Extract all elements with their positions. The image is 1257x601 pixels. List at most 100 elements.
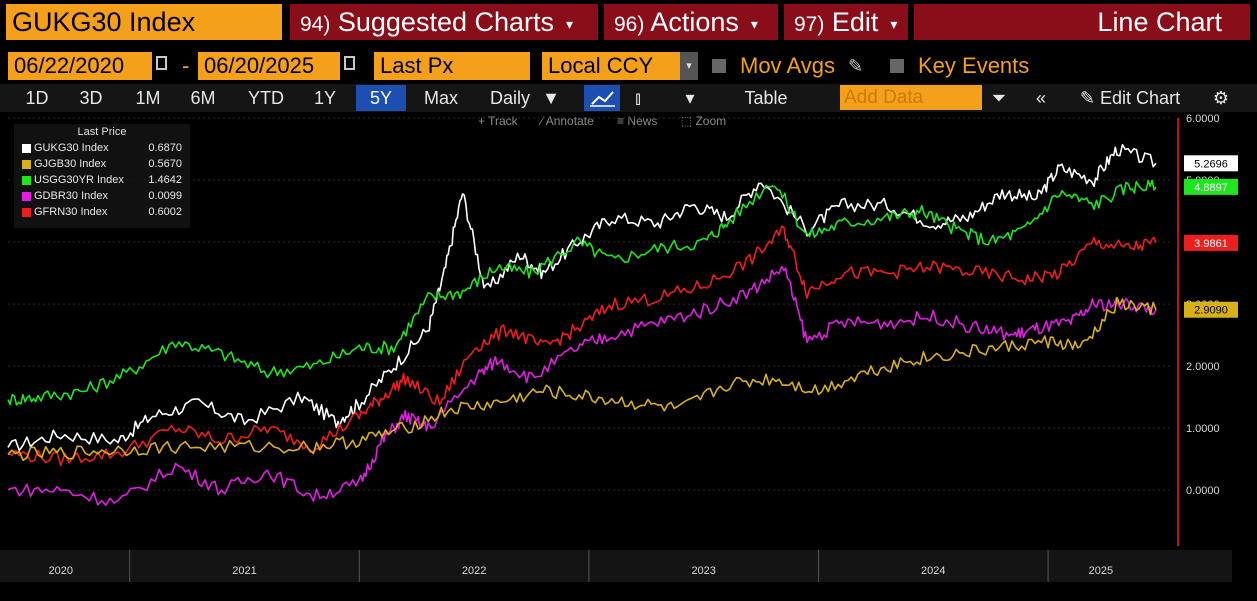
ticker-field[interactable]: GUKG30 Index bbox=[6, 4, 282, 40]
menu-label: Actions bbox=[650, 7, 739, 37]
series-line bbox=[7, 179, 1157, 406]
options-bar: 06/22/2020 - 06/20/2025 Last Px Local CC… bbox=[0, 50, 1257, 82]
legend-name: USGG30YR Index bbox=[34, 174, 124, 186]
legend-swatch bbox=[22, 176, 31, 185]
last-value-label: 5.2696 bbox=[1194, 158, 1228, 170]
period-1y[interactable]: 1Y bbox=[313, 88, 337, 108]
legend-item: GFRN30 Index 0.6002 bbox=[14, 204, 190, 220]
chevron-down-icon[interactable]: ▾ bbox=[680, 52, 698, 80]
last-value-box bbox=[1184, 155, 1238, 172]
line-chart-icon[interactable] bbox=[584, 85, 620, 111]
key-events-label: Key Events bbox=[918, 53, 1030, 78]
period-1m[interactable]: 1M bbox=[135, 88, 161, 108]
start-date-field[interactable]: 06/22/2020 bbox=[8, 52, 152, 80]
suggested-charts-menu[interactable]: 94) Suggested Charts ▾ bbox=[290, 4, 598, 40]
menu-number: 96) bbox=[614, 13, 645, 36]
add-data-input[interactable]: Add Data bbox=[840, 85, 982, 110]
filter-icon[interactable]: ⏷ bbox=[991, 88, 1007, 108]
collapse-icon[interactable]: « bbox=[1035, 88, 1046, 108]
menu-number: 94) bbox=[300, 13, 331, 36]
x-tick-label: 2025 bbox=[1089, 565, 1113, 577]
calendar-icon[interactable] bbox=[344, 56, 355, 70]
legend-name: GDBR30 Index bbox=[34, 190, 108, 202]
x-tick-label: 2022 bbox=[462, 565, 486, 577]
menu-number: 97) bbox=[794, 13, 825, 36]
y-tick-label: 1.0000 bbox=[1186, 423, 1220, 435]
edit-menu[interactable]: 97) Edit ▾ bbox=[784, 4, 908, 40]
last-value-label: 3.9861 bbox=[1194, 238, 1228, 250]
legend-title: Last Price bbox=[77, 126, 127, 138]
track-tool[interactable]: + Track bbox=[478, 114, 518, 128]
date-separator: - bbox=[182, 53, 190, 78]
news-tool[interactable]: ≡ News bbox=[617, 114, 658, 128]
period-6m[interactable]: 6M bbox=[190, 88, 216, 108]
legend-swatch bbox=[22, 208, 31, 217]
legend-name: GJGB30 Index bbox=[34, 158, 107, 170]
x-axis: 2020 2021 2022 2023 2024 2025 bbox=[0, 550, 1232, 582]
period-5y[interactable]: 5Y bbox=[356, 85, 406, 111]
mov-avgs-checkbox[interactable] bbox=[712, 59, 726, 73]
gear-icon[interactable]: ⚙ bbox=[1212, 88, 1230, 108]
legend: Last Price GUKG30 Index 0.6870 GJGB30 Ind… bbox=[14, 124, 190, 228]
period-max[interactable]: Max bbox=[423, 88, 458, 108]
period-1d[interactable]: 1D bbox=[25, 88, 49, 108]
legend-item: USGG30YR Index 1.4642 bbox=[14, 172, 190, 188]
pencil-icon: ✎ bbox=[1079, 88, 1096, 108]
header-bar: GUKG30 Index 94) Suggested Charts ▾ 96) A… bbox=[0, 0, 1257, 44]
table-button[interactable]: Table bbox=[744, 88, 788, 108]
end-date-field[interactable]: 06/20/2025 bbox=[198, 52, 340, 80]
period-ytd[interactable]: YTD bbox=[248, 88, 284, 108]
series-line bbox=[7, 143, 1157, 452]
toolbar: 1D 3D 1M 6M YTD 1Y 5Y Max Daily ▼ ⫾ ▾ Ta… bbox=[0, 84, 1257, 112]
x-tick-label: 2021 bbox=[232, 565, 256, 577]
field-selector[interactable]: Last Px bbox=[374, 52, 530, 80]
y-tick-label: 2.0000 bbox=[1186, 361, 1220, 373]
x-tick-label: 2023 bbox=[691, 565, 715, 577]
legend-value: 0.6002 bbox=[148, 206, 182, 218]
series-line bbox=[7, 265, 1157, 507]
y-tick-label: 0.0000 bbox=[1186, 485, 1220, 497]
line-chart-icon-glyph bbox=[590, 91, 615, 107]
bar-chart-icon[interactable]: ⫾ bbox=[635, 88, 641, 108]
y-tick-label: 6.0000 bbox=[1186, 113, 1220, 125]
pencil-icon[interactable]: ✎ bbox=[848, 56, 864, 76]
legend-swatch bbox=[22, 192, 31, 201]
last-value-label: 2.9090 bbox=[1194, 305, 1228, 317]
mov-avgs-label: Mov Avgs bbox=[740, 53, 835, 78]
legend-swatch bbox=[22, 144, 31, 153]
y-axis: 6.00005.00004.00003.00002.00001.00000.00… bbox=[1177, 113, 1220, 546]
last-value-labels: 5.2696 4.8897 3.9861 2.9090 bbox=[1184, 155, 1238, 318]
series-line bbox=[7, 225, 1157, 467]
calendar-icon[interactable] bbox=[156, 56, 167, 70]
menu-label: Edit bbox=[831, 7, 879, 37]
currency-selector[interactable]: Local CCY bbox=[542, 52, 680, 80]
chevron-down-icon[interactable]: ▼ bbox=[542, 88, 560, 108]
edit-chart-label: Edit Chart bbox=[1100, 88, 1181, 108]
series-line bbox=[7, 296, 1157, 462]
series-lines bbox=[7, 143, 1157, 507]
last-value-box bbox=[1184, 301, 1238, 318]
edit-chart-button[interactable]: ✎ Edit Chart bbox=[1062, 85, 1198, 111]
legend-value: 0.0099 bbox=[148, 190, 182, 202]
frequency-selector[interactable]: Daily bbox=[489, 88, 530, 108]
last-value-box bbox=[1184, 234, 1238, 251]
legend-item: GUKG30 Index 0.6870 bbox=[14, 140, 190, 156]
legend-name: GFRN30 Index bbox=[34, 206, 108, 218]
last-value-box bbox=[1184, 178, 1238, 195]
chart-type-title: Line Chart bbox=[914, 4, 1250, 40]
x-axis-band bbox=[0, 550, 1232, 582]
actions-menu[interactable]: 96) Actions ▾ bbox=[604, 4, 778, 40]
x-tick-label: 2020 bbox=[49, 565, 73, 577]
legend-value: 0.6870 bbox=[148, 142, 182, 154]
chevron-down-icon[interactable]: ▾ bbox=[685, 88, 695, 108]
key-events-checkbox[interactable] bbox=[890, 59, 904, 73]
last-value-label: 4.8897 bbox=[1194, 182, 1228, 194]
period-3d[interactable]: 3D bbox=[79, 88, 103, 108]
legend-item: GDBR30 Index 0.0099 bbox=[14, 188, 190, 204]
legend-swatch bbox=[22, 160, 31, 169]
chevron-down-icon: ▾ bbox=[566, 15, 574, 32]
menu-label: Suggested Charts bbox=[337, 7, 555, 37]
legend-value: 0.5670 bbox=[148, 158, 182, 170]
chevron-down-icon: ▾ bbox=[890, 15, 898, 32]
